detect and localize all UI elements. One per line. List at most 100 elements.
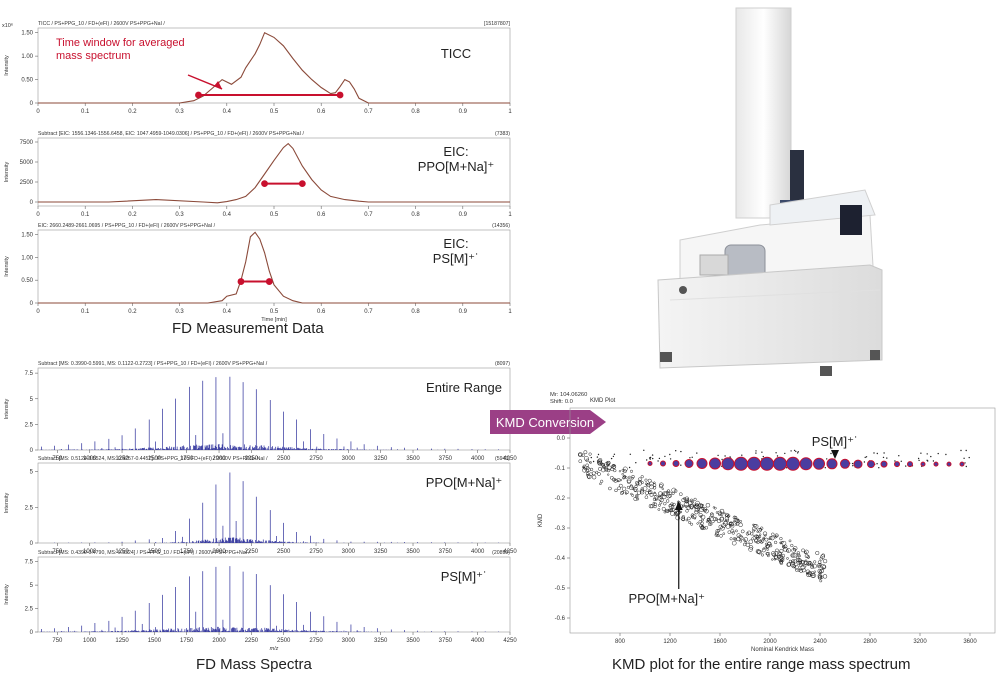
kmd-background-point: [876, 452, 878, 455]
kmd-ps-point: [867, 460, 875, 469]
chromatogram-trace: [38, 231, 510, 304]
kmd-background-point: [755, 450, 757, 452]
kmd-ppo-point: [751, 529, 756, 533]
kmd-ppo-point: [693, 497, 697, 501]
kmd-ppo-point: [766, 554, 770, 558]
kmd-ppo-point: [595, 470, 599, 474]
y-tick-label: 5000: [20, 160, 34, 166]
kmd-ppo-point: [774, 533, 779, 538]
kmd-ppo-point: [609, 475, 614, 480]
kmd-ppo-point: [586, 472, 590, 476]
kmd-ppo-point: [794, 565, 799, 570]
kmd-ppo-point: [622, 475, 627, 479]
y-tick-label: -0.4: [555, 556, 566, 562]
y-tick-label: -0.5: [555, 586, 566, 592]
kmd-ppo-point: [755, 534, 759, 538]
x-tick-label: 800: [615, 639, 626, 645]
x-tick-label: 0.9: [459, 309, 468, 315]
kmd-caption: KMD plot for the entire range mass spect…: [612, 656, 911, 673]
kmd-background-point: [649, 456, 652, 459]
kmd-ppo-point: [704, 525, 709, 530]
kmd-background-point: [612, 455, 615, 458]
kmd-ps-point: [647, 461, 653, 466]
kmd-ppo-point: [739, 520, 743, 523]
y-tick-label: 0: [30, 541, 34, 547]
kmd-ppo-point: [801, 568, 806, 573]
kmd-ppo-point: [707, 519, 712, 523]
kmd-ppo-point: [683, 497, 686, 501]
kmd-background-point: [680, 464, 682, 466]
x-tick-label: 2800: [863, 639, 877, 645]
kmd-ppo-point: [817, 574, 823, 580]
kmd-ppo-point: [822, 574, 828, 579]
annotation-text: mass spectrum: [56, 50, 131, 62]
kmd-ppo-point: [658, 503, 661, 507]
x-tick-label: 3500: [406, 549, 420, 555]
kmd-ppo-point: [685, 518, 689, 522]
kmd-ppo-point: [601, 463, 606, 467]
x-tick-label: 3000: [342, 549, 356, 555]
kmd-background-point: [657, 460, 659, 462]
kmd-background-point: [790, 450, 792, 452]
kmd-background-point: [964, 462, 966, 464]
kmd-ppo-point: [598, 458, 603, 463]
kmd-background-point: [917, 457, 920, 460]
kmd-ppo-point: [810, 571, 815, 576]
kmd-ppo-point: [819, 579, 823, 583]
x-tick-label: 2500: [277, 456, 291, 462]
plot-frame: [37, 229, 511, 304]
y-axis-label: Intensity: [4, 493, 10, 514]
x-tick-label: 1000: [83, 638, 97, 644]
kmd-ppo-point: [717, 528, 721, 532]
kmd-ppo-point: [715, 511, 719, 514]
kmd-ppo-point: [762, 531, 768, 536]
kmd-ppo-point: [711, 515, 715, 519]
kmd-background-point: [882, 456, 885, 459]
kmd-ppo-point: [779, 561, 784, 565]
kmd-ppo-point: [806, 571, 809, 575]
kmd-ppo-point: [822, 558, 828, 564]
kmd-ppo-point: [790, 554, 794, 557]
spec-ps-chart: Subtract [MS: 0.4390-0.4790, MS: 0.5324]…: [4, 550, 517, 650]
y-tick-label: -0.6: [555, 616, 566, 622]
kmd-ppo-point: [665, 499, 670, 503]
kmd-ppo-point: [756, 549, 761, 554]
spectra-panel: Subtract [MS: 0.3990-0.5991, MS: 0.1122-…: [4, 361, 517, 650]
x-tick-label: 0.9: [459, 212, 468, 218]
kmd-ppo-point: [701, 518, 704, 522]
kmd-ppo-point: [583, 456, 589, 461]
kmd-background-point: [635, 462, 637, 464]
kmd-ppo-point: [690, 522, 694, 526]
kmd-ppo-point: [636, 482, 640, 486]
kmd-background-point: [775, 452, 777, 454]
kmd-ppo-point: [714, 533, 718, 537]
kmd-ppo-point: [819, 557, 824, 561]
kmd-ppo-point: [764, 546, 768, 549]
chart-header: Subtract [MS: 0.5124-0.5524, MS: 0.4257-…: [38, 456, 268, 462]
kmd-background-point: [826, 458, 828, 460]
kmd-ppo-point: [818, 570, 823, 575]
x-tick-label: 2750: [309, 549, 323, 555]
x-axis-label: Nominal Kendrick Mass: [751, 647, 814, 653]
kmd-ppo-point: [600, 479, 604, 483]
y-tick-label: 0.50: [21, 78, 33, 84]
kmd-ppo-point: [602, 465, 606, 469]
kmd-background-point: [597, 453, 600, 456]
x-tick-label: 4000: [471, 549, 485, 555]
kmd-background-point: [776, 455, 779, 457]
kmd-background-point: [607, 464, 609, 466]
chromatogram-trace: [38, 142, 510, 204]
kmd-ppo-point: [804, 554, 809, 558]
chart-header: TICC / PS+PPG_10 / FD+(eFI) / 2600V PS+P…: [38, 21, 165, 27]
kmd-ppo-point: [587, 475, 591, 479]
y-tick-label: 2.5: [25, 505, 34, 511]
kmd-ps-point: [721, 457, 735, 471]
kmd-ppo-point: [712, 506, 716, 509]
x-tick-label: 0.1: [81, 109, 90, 115]
y-axis-label: Intensity: [4, 256, 10, 277]
kmd-background-point: [613, 453, 616, 455]
kmd-ppo-point: [623, 469, 627, 474]
kmd-ppo-point: [661, 506, 666, 511]
kmd-ppo-point: [736, 519, 740, 522]
kmd-ppo-point: [786, 562, 791, 567]
